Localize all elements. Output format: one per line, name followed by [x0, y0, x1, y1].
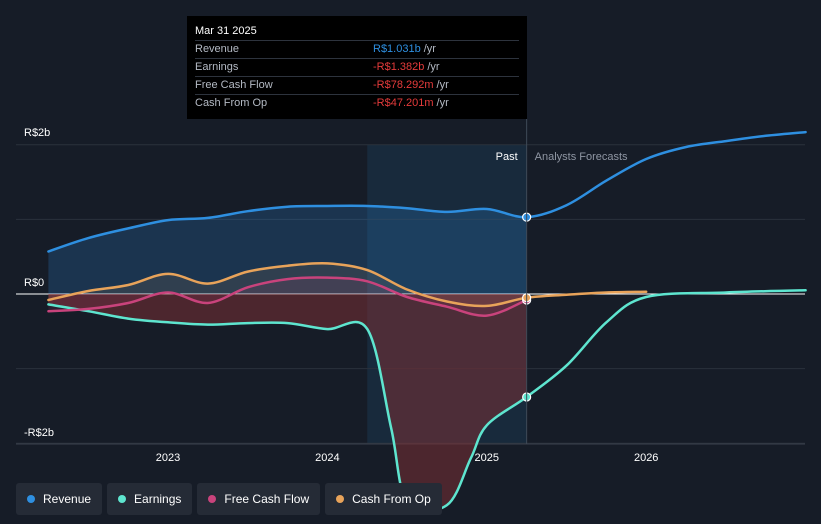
x-tick-label: 2025 [475, 452, 499, 464]
series-line-earnings [47, 289, 807, 513]
legend-item-free-cash-flow[interactable]: Free Cash Flow [197, 483, 321, 515]
legend-label: Revenue [43, 492, 92, 506]
tooltip-row-cash-from-op: Cash From Op -R$47.201m/yr [195, 94, 519, 112]
series-line-free-cash-flow [47, 276, 528, 317]
x-tick-label: 2026 [634, 452, 658, 464]
tooltip-value: R$1.031b [373, 43, 421, 55]
cash-from-op-dot-icon [336, 495, 345, 503]
y-tick-label: -R$2b [24, 427, 54, 439]
series-line-cash-from-op [47, 261, 648, 308]
tooltip-value: -R$1.382b [373, 61, 425, 73]
forecast-label: Analysts Forecasts [535, 151, 628, 163]
tooltip-label: Earnings [195, 61, 239, 73]
area-revenue [48, 205, 527, 294]
free-cash-flow-dot-icon [208, 495, 217, 503]
tooltip-unit: /yr [427, 61, 440, 73]
x-tick-label: 2023 [156, 452, 180, 464]
legend: Revenue Earnings Free Cash Flow Cash Fro… [16, 483, 442, 515]
tooltip-unit: /yr [423, 43, 436, 55]
area-earnings [48, 294, 527, 512]
tooltip-value-wrap: -R$47.201m/yr [373, 95, 449, 112]
tooltip-row-free-cash-flow: Free Cash Flow -R$78.292m/yr [195, 76, 519, 94]
series-line-revenue [47, 130, 807, 253]
tooltip-label: Free Cash Flow [195, 79, 273, 91]
tooltip-unit: /yr [436, 79, 449, 91]
revenue-dot-icon [27, 495, 35, 503]
legend-item-revenue[interactable]: Revenue [16, 483, 103, 515]
earnings-dot-icon [118, 495, 127, 503]
tooltip-unit: /yr [436, 97, 449, 109]
past-label: Past [496, 151, 518, 163]
legend-label: Free Cash Flow [224, 492, 310, 506]
y-tick-label: R$0 [24, 277, 44, 289]
tooltip-value: -R$78.292m [373, 79, 434, 91]
legend-item-cash-from-op[interactable]: Cash From Op [325, 483, 442, 515]
tooltip-date: Mar 31 2025 [195, 25, 257, 37]
tooltip-row-revenue: Revenue R$1.031b/yr [195, 40, 519, 58]
legend-label: Cash From Op [352, 492, 431, 506]
tooltip-label: Cash From Op [195, 97, 268, 109]
legend-item-earnings[interactable]: Earnings [107, 483, 193, 515]
tooltip-value-wrap: -R$78.292m/yr [373, 77, 449, 94]
tooltip: Mar 31 2025 Revenue R$1.031b/yr Earnings… [187, 16, 527, 119]
tooltip-row-earnings: Earnings -R$1.382b/yr [195, 58, 519, 76]
y-tick-label: R$2b [24, 127, 50, 139]
tooltip-value-wrap: R$1.031b/yr [373, 41, 436, 58]
tooltip-value-wrap: -R$1.382b/yr [373, 59, 440, 76]
legend-label: Earnings [134, 492, 182, 506]
x-tick-label: 2024 [315, 452, 339, 464]
tooltip-value: -R$47.201m [373, 97, 434, 109]
tooltip-label: Revenue [195, 43, 240, 55]
